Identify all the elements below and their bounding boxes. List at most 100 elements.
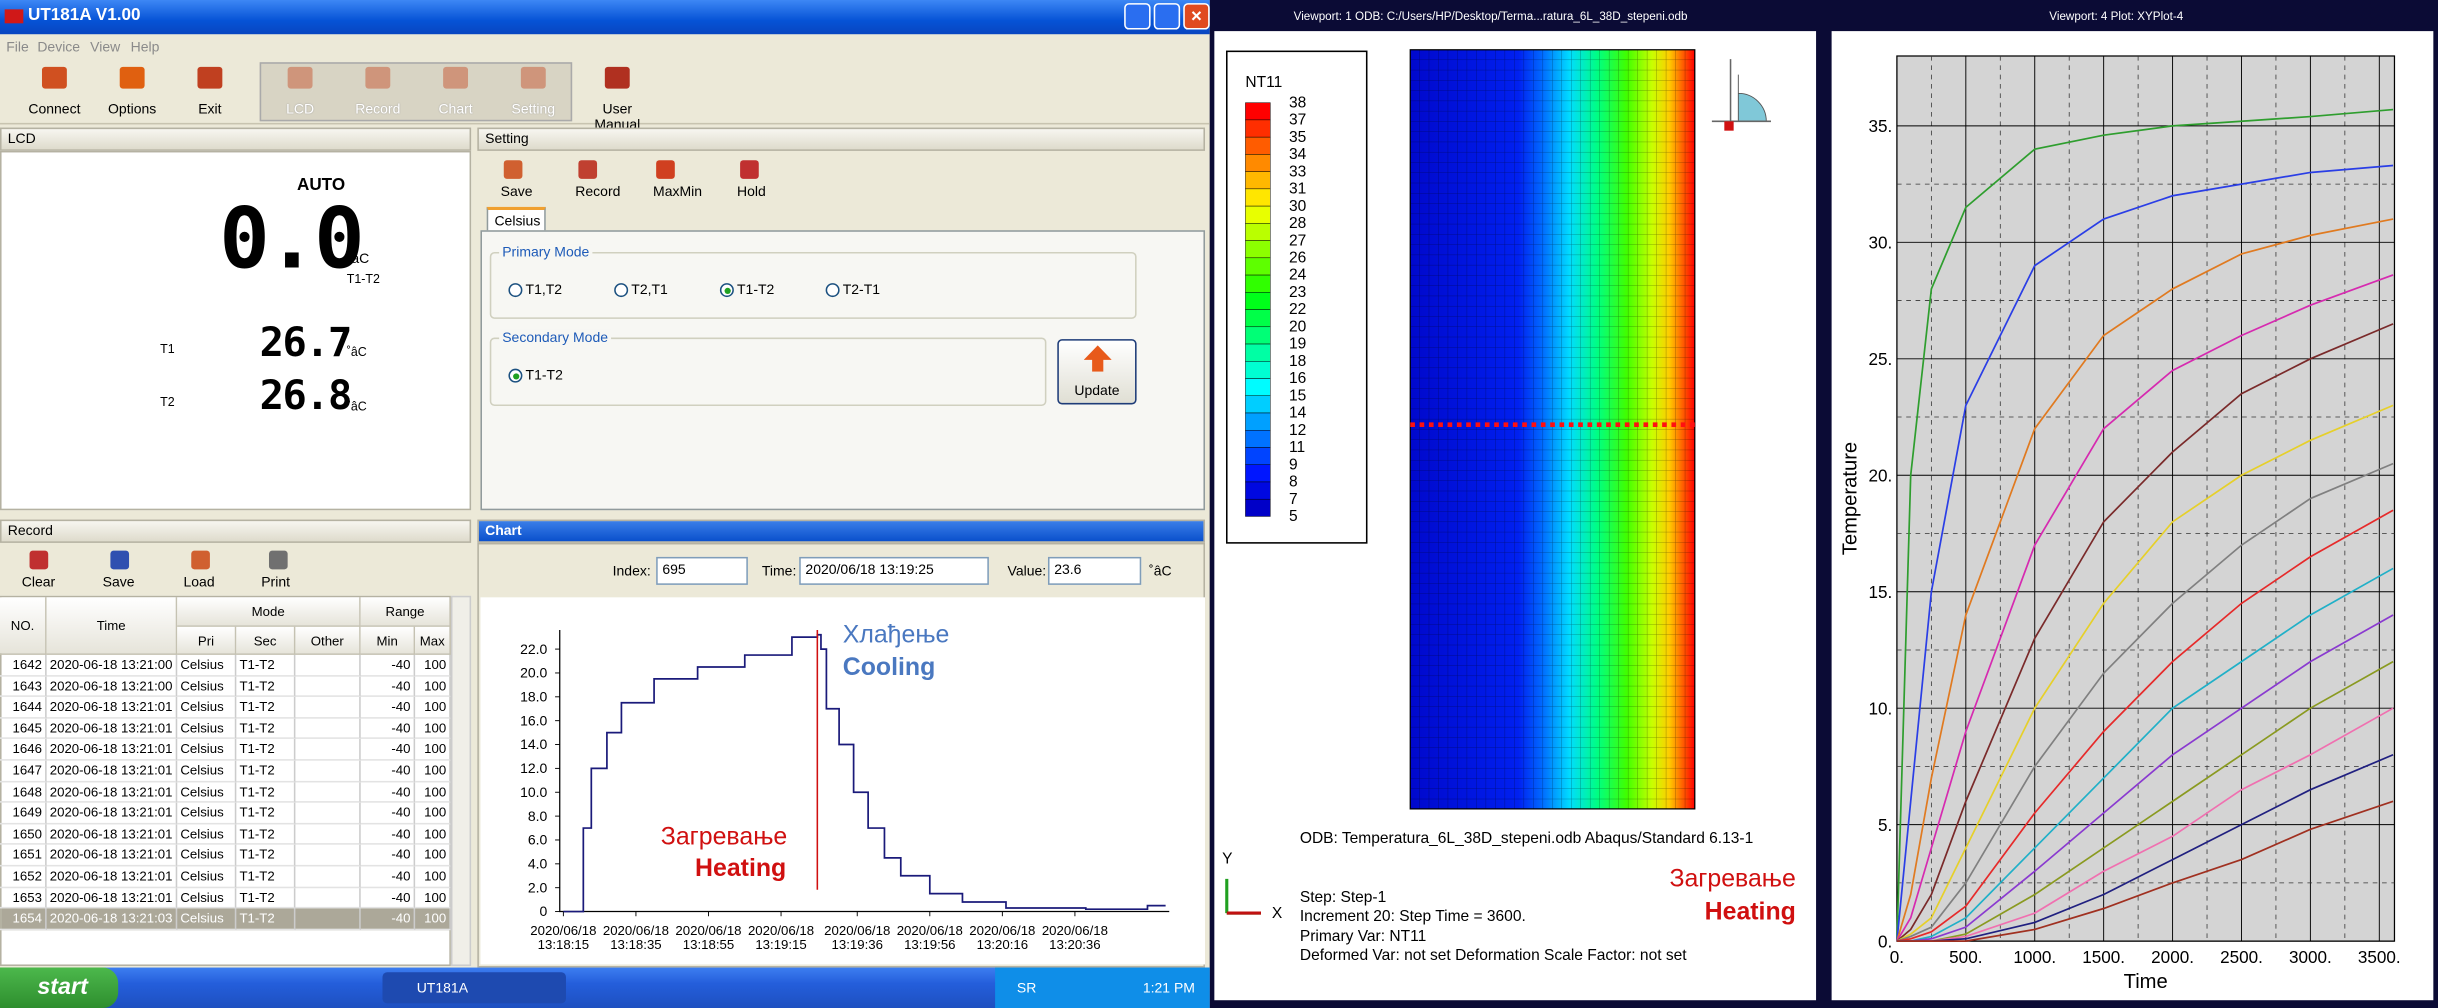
legend-band <box>1245 102 1271 121</box>
y-tick-label: 8.0 <box>528 808 548 824</box>
menu-item[interactable]: Device <box>37 38 81 55</box>
panel-title: Record <box>7 522 53 539</box>
y-tick-label: 18.0 <box>520 688 547 704</box>
toolbar-button-icon <box>604 66 630 89</box>
legend-label: 28 <box>1289 215 1306 232</box>
table-cell: T1-T2 <box>236 697 296 719</box>
table-cell: 1647 <box>0 760 47 782</box>
series-line <box>1896 567 2394 942</box>
tool-button[interactable]: Hold <box>736 183 766 200</box>
table-cell <box>295 760 361 782</box>
menu-item[interactable]: View <box>90 38 121 55</box>
column-header: Range <box>360 597 451 627</box>
tool-button[interactable]: Save <box>500 183 533 200</box>
radio-button[interactable] <box>508 368 523 383</box>
legend-label: 5 <box>1289 508 1298 525</box>
tool-icon <box>110 550 130 570</box>
toolbar-button[interactable]: Exit <box>198 101 222 117</box>
temperature-chart: 0 2.0 4.0 6.0 8.0 10.0 12.0 14.0 16.0 18.0 20.0 22.… <box>520 630 1170 919</box>
x-tick-label: 3000. <box>2289 948 2332 967</box>
y-tick-label: 20.0 <box>520 665 547 681</box>
table-cell: 2020-06-18 13:21:01 <box>46 739 178 761</box>
tool-icon <box>268 550 288 570</box>
x-tick-label: 2020/06/18 13:18:55 <box>675 922 742 953</box>
tool-icon <box>29 550 49 570</box>
legend-band <box>1245 412 1271 431</box>
toolbar-button[interactable]: LCD <box>286 101 315 117</box>
toolbar-button[interactable]: Options <box>108 101 157 117</box>
t1-label: T1 <box>160 342 175 357</box>
minimize-button[interactable] <box>1124 3 1151 30</box>
scrollbar[interactable] <box>450 595 472 967</box>
table-cell: Celsius <box>177 760 237 782</box>
maximize-button[interactable] <box>1153 3 1181 30</box>
update-button[interactable]: Update <box>1057 339 1137 405</box>
tool-button[interactable]: MaxMin <box>653 183 703 200</box>
task-button[interactable]: UT181A <box>382 972 566 1004</box>
clock: 1:21 PM <box>1142 980 1195 996</box>
t2-label: T2 <box>160 395 175 410</box>
x-tick-label: 1000. <box>2013 948 2056 967</box>
table-cell <box>295 781 361 803</box>
table-cell: 100 <box>415 887 451 909</box>
toolbar-button[interactable]: Connect <box>28 101 81 117</box>
x-tick-label: 2000. <box>2151 948 2194 967</box>
toolbar-button[interactable]: Chart <box>438 101 473 117</box>
y-tick-label: 14.0 <box>520 736 547 752</box>
table-cell: T1-T2 <box>236 739 296 761</box>
legend-label: 8 <box>1289 474 1298 491</box>
table-cell: T1-T2 <box>236 866 296 888</box>
legend-label: 31 <box>1289 181 1306 198</box>
lcd-header: LCD <box>0 127 472 151</box>
language: SR <box>1016 980 1037 996</box>
table-cell: T1-T2 <box>236 845 296 867</box>
legend-label: 20 <box>1289 318 1307 335</box>
table-cell: Celsius <box>177 718 237 740</box>
radio-button[interactable] <box>614 283 629 298</box>
index-input[interactable]: 695 <box>656 556 748 585</box>
tool-button[interactable]: Record <box>575 183 621 200</box>
table-cell: T1-T2 <box>236 802 296 825</box>
table-cell: 2020-06-18 13:21:01 <box>46 781 178 803</box>
radio-button[interactable] <box>508 283 523 298</box>
toolbar-button[interactable]: Record <box>355 101 401 117</box>
start-button[interactable]: start <box>0 967 119 1008</box>
radio-button[interactable] <box>719 283 734 298</box>
table-cell <box>295 802 361 825</box>
toolbar-button[interactable]: Setting <box>511 101 556 117</box>
annotation: Хлађење <box>842 622 950 649</box>
tool-button[interactable]: Clear <box>21 574 56 590</box>
y-tick-label: 5. <box>1878 816 1892 835</box>
radio-label: T1,T2 <box>525 281 563 298</box>
close-button[interactable]: × <box>1183 3 1210 30</box>
tab[interactable]: Celsius <box>486 206 546 232</box>
contour-view: Y X NT11 ODB: Temperatura_6L_38D_stepeni… <box>1222 49 1796 964</box>
tool-button[interactable]: Print <box>261 574 291 590</box>
update-icon <box>1083 345 1112 372</box>
table-cell: 100 <box>415 676 451 698</box>
table-cell: 100 <box>415 739 451 761</box>
time-input[interactable]: 2020/06/18 13:19:25 <box>799 556 989 585</box>
table-cell: 1650 <box>0 824 47 846</box>
table-cell: 100 <box>415 718 451 740</box>
legend-band <box>1245 188 1271 207</box>
menu-item[interactable]: Help <box>130 38 160 55</box>
table-cell: T1-T2 <box>236 824 296 846</box>
table-cell <box>295 908 361 930</box>
menu-item[interactable]: File <box>6 38 29 55</box>
radio-button[interactable] <box>825 283 840 298</box>
y-axis-label: Temperature <box>1839 442 1861 555</box>
value-input[interactable]: 23.6 <box>1047 556 1142 585</box>
table-cell: 100 <box>415 781 451 803</box>
tool-button[interactable]: Save <box>102 574 135 590</box>
table-cell: 2020-06-18 13:21:01 <box>46 760 178 782</box>
x-tick-label: 500. <box>1949 948 1982 967</box>
table-cell: Celsius <box>177 824 237 846</box>
x-axis-label: Time <box>2124 971 2168 993</box>
legend-label: 30 <box>1289 198 1307 215</box>
tool-button[interactable]: Load <box>183 574 215 590</box>
x-tick-label: 2020/06/18 13:19:36 <box>824 922 891 953</box>
value-label: Value: <box>1007 563 1047 579</box>
chart-header: Chart <box>477 519 1206 543</box>
